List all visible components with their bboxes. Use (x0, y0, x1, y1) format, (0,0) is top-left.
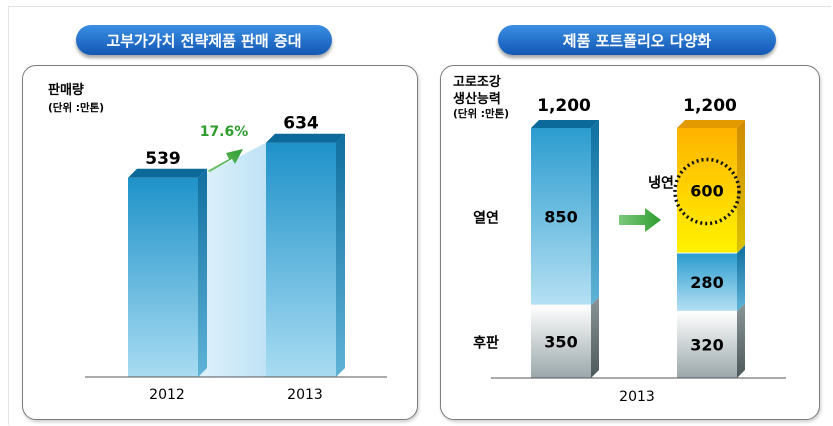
x-axis-label: 2013 (619, 389, 655, 405)
left-unit-label: (단위 :만톤) (48, 101, 104, 114)
category-label-후판: 후판 (473, 336, 499, 352)
stack-1-segment-0-side (737, 303, 745, 378)
content-frame (8, 6, 831, 425)
stack-1-segment-1-front (677, 253, 737, 312)
left-chart-title: 판매량 (48, 82, 84, 98)
bar-2013-side (336, 133, 345, 377)
left-header-label: 고부가가치 전략제품 판매 증대 (106, 31, 302, 50)
left-header-pill: 고부가가치 전략제품 판매 증대 (76, 25, 332, 55)
right-chart-svg: 고로조강 생산능력 (단위 :만톤) 350 후판 850 열연 1,200 320 280 6… (453, 74, 786, 405)
stack-1-segment-2-side (737, 120, 745, 253)
right-header-label: 제품 포트폴리오 다양화 (562, 31, 712, 50)
transition-arrow-icon (619, 208, 661, 232)
segment-label-0-0: 350 (544, 333, 577, 352)
growth-label: 17.6% (200, 124, 249, 140)
stack-1-segment-1-side (737, 245, 745, 312)
segment-label-1-1: 280 (690, 273, 723, 292)
value-label-2013: 634 (283, 114, 319, 134)
right-chart-title: 고로조강 생산능력 (453, 74, 501, 107)
left-chart-svg: 판매량 (단위 :만톤) 539 2012 634 2013 17.6% (48, 82, 387, 403)
value-label-2012: 539 (145, 149, 181, 169)
bar-2013-top (266, 133, 345, 143)
category-label-냉연: 냉연 (648, 176, 674, 192)
stack-0-segment-0-front (531, 305, 591, 378)
highlight-circle (673, 157, 741, 226)
growth-band (198, 142, 266, 377)
category-label-열연: 열연 (473, 210, 499, 227)
stack-1-segment-2-top (677, 120, 745, 128)
bar-2012-top (128, 168, 207, 178)
right-chart-title-line: 생산능력 (453, 91, 501, 107)
right-chart-title-line: 고로조강 (453, 74, 501, 90)
stack-0-segment-1-top (531, 120, 599, 128)
segment-label-1-0: 320 (690, 336, 723, 355)
bar-2012-side (198, 168, 207, 377)
total-label-0: 1,200 (537, 96, 591, 116)
x-tick-2013: 2013 (287, 387, 323, 403)
bar-2012-front (128, 177, 198, 377)
stack-1-segment-2-front (677, 128, 737, 253)
bar-2013-front (266, 142, 336, 377)
stack-1-segment-0-front (677, 311, 737, 378)
total-label-1: 1,200 (683, 96, 737, 116)
stack-0-segment-0-side (591, 297, 599, 378)
x-tick-2012: 2012 (149, 387, 185, 403)
left-chart-panel: 판매량 (단위 :만톤) 539 2012 634 2013 17.6% (22, 65, 418, 420)
stack-0-segment-1-side (591, 120, 599, 306)
right-unit-label: (단위 :만톤) (453, 107, 509, 120)
segment-label-0-1: 850 (544, 208, 577, 227)
stack-0-segment-1-front (531, 128, 591, 306)
right-header-pill: 제품 포트폴리오 다양화 (498, 25, 776, 55)
segment-label-1-2: 600 (690, 182, 723, 201)
growth-arrow-icon (207, 149, 243, 172)
right-chart-panel: 고로조강 생산능력 (단위 :만톤) 350 후판 850 열연 1,200 320 280 6… (440, 65, 820, 420)
